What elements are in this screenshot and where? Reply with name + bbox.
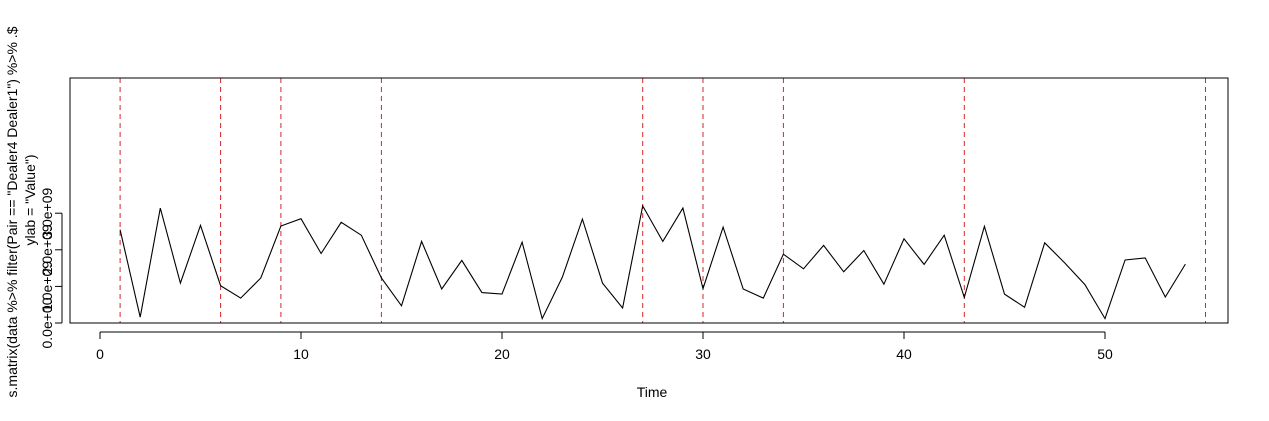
plot-frame (69, 77, 1229, 324)
x-tick-label: 50 (1097, 346, 1113, 362)
x-axis: 0 10 20 30 40 50 (96, 331, 1113, 362)
y-axis-label-line2: ylab = "Value") (22, 154, 38, 245)
y-tick-label: 2.0e+09 (39, 224, 55, 275)
x-tick-label: 0 (96, 346, 104, 362)
y-axis-label-line1: s.matrix(data %>% filter(Pair == "Dealer… (4, 26, 20, 397)
y-tick-label: 1.0e+09 (39, 261, 55, 312)
breakpoint-lines (119, 78, 1206, 323)
y-tick-label: 0.0e+00 (39, 297, 55, 348)
x-tick-label: 20 (494, 346, 510, 362)
y-axis: 0.0e+001.0e+092.0e+093.0e+09 (39, 187, 63, 349)
y-tick-label: 3.0e+09 (39, 187, 55, 238)
series-line (119, 204, 1186, 321)
x-tick-label: 40 (896, 346, 912, 362)
x-axis-label: Time (637, 384, 668, 400)
x-tick-label: 10 (293, 346, 309, 362)
x-tick-label: 30 (695, 346, 711, 362)
